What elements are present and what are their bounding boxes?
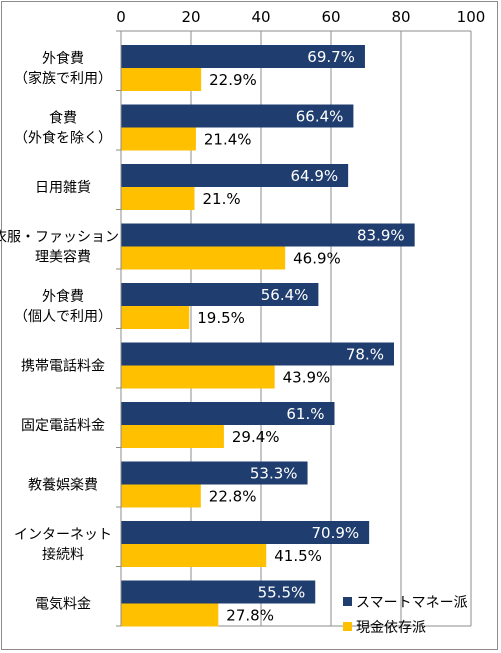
- cash-dependent-bar: [121, 246, 286, 270]
- category-label: 外食費: [42, 50, 84, 67]
- x-tick-label: 80: [391, 8, 410, 26]
- bar-value-label: 83.9%: [357, 227, 405, 245]
- bar-value-label: 61.%: [286, 405, 324, 423]
- cash-dependent-bar: [121, 68, 202, 91]
- bar-value-label: 22.9%: [209, 71, 257, 89]
- cash-dependent-bar: [121, 365, 275, 389]
- category-label: 接続料: [42, 546, 84, 563]
- cash-dependent-bar: [121, 127, 196, 151]
- smart-money-bar: [121, 342, 394, 366]
- bar-value-label: 66.4%: [296, 108, 344, 126]
- cash-dependent-bar: [121, 306, 190, 329]
- bar-value-label: 21.4%: [204, 131, 252, 149]
- cash-dependent-bar: [121, 187, 195, 210]
- bar-value-label: 69.7%: [307, 48, 355, 66]
- category-label: （個人で利用）: [14, 309, 112, 325]
- legend-swatch: [343, 597, 352, 606]
- cash-dependent-bar: [121, 603, 219, 627]
- bar-value-label: 64.9%: [290, 167, 338, 185]
- category-label: 教養娯楽費: [28, 477, 98, 494]
- bar-value-label: 19.5%: [197, 309, 245, 327]
- category-label: 携帯電話料金: [21, 358, 105, 375]
- legend-swatch: [343, 622, 352, 631]
- smart-money-bar: [121, 461, 308, 485]
- category-label: （家族で利用）: [14, 70, 112, 87]
- category-label: 食費: [49, 110, 77, 127]
- bar-value-label: 46.9%: [293, 250, 341, 268]
- smart-money-bar: [121, 164, 349, 187]
- legend-label: 現金依存派: [356, 620, 426, 636]
- category-label: （外食を除く）: [14, 130, 112, 147]
- x-tick-label: 20: [181, 8, 200, 26]
- x-tick-label: 40: [251, 8, 270, 26]
- bar-value-label: 43.9%: [283, 369, 331, 387]
- bar-value-label: 27.8%: [226, 607, 274, 625]
- x-tick-label: 60: [321, 8, 340, 26]
- category-label: 外食費: [42, 288, 84, 305]
- category-label: 固定電話料金: [21, 417, 105, 434]
- smart-money-bar: [121, 521, 370, 544]
- bar-value-label: 70.9%: [311, 524, 359, 542]
- smart-money-bar: [121, 223, 415, 247]
- x-tick-label: 100: [457, 8, 486, 26]
- smart-money-bar: [121, 580, 316, 604]
- x-tick-label: 0: [116, 8, 126, 26]
- bar-value-label: 78.%: [346, 346, 384, 364]
- smart-money-bar: [121, 402, 335, 425]
- category-label: 電気料金: [35, 597, 91, 613]
- bar-value-label: 22.8%: [209, 488, 257, 506]
- legend-label: スマートマネー派: [356, 595, 468, 611]
- category-label: インターネット: [14, 527, 112, 543]
- bar-value-label: 53.3%: [250, 465, 298, 483]
- category-label: 理美容費: [35, 249, 91, 266]
- smart-money-bar: [121, 45, 365, 68]
- bar-value-label: 56.4%: [261, 286, 309, 304]
- smart-money-bar: [121, 283, 319, 306]
- cash-dependent-bar: [121, 425, 224, 448]
- bar-value-label: 29.4%: [232, 428, 280, 446]
- bar-value-label: 55.5%: [258, 584, 306, 602]
- cash-dependent-bar: [121, 544, 267, 567]
- bar-value-label: 41.5%: [274, 547, 322, 565]
- smart-money-bar: [121, 104, 354, 128]
- cash-dependent-bar: [121, 484, 201, 508]
- category-label: 日用雑貨: [35, 179, 91, 196]
- bar-value-label: 21.%: [203, 190, 241, 208]
- category-label: 衣服・ファッション・: [0, 230, 133, 246]
